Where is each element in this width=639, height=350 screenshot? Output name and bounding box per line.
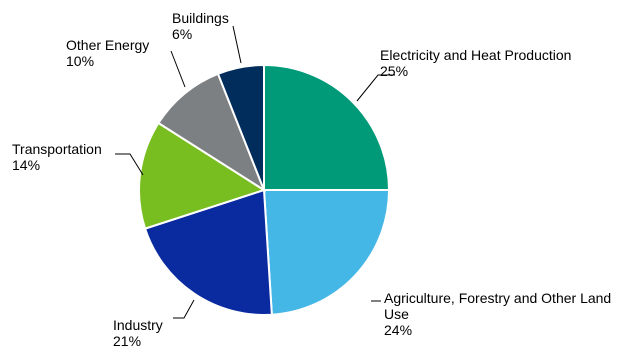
slice-category-label: Agriculture, Forestry and Other Land — [384, 290, 611, 306]
slice-category-label: Electricity and Heat Production — [380, 47, 571, 63]
slice-category-label: Use — [384, 306, 409, 322]
slice-category-label: Buildings — [172, 10, 229, 26]
pie-slice-buildings — [216, 63, 265, 191]
slice-percent-label: 6% — [172, 26, 192, 42]
slice-percent-label: 25% — [380, 63, 408, 79]
pie-slice-electricity-and-heat-production — [263, 63, 391, 191]
leader-line — [356, 74, 395, 102]
leader-line — [232, 25, 242, 64]
pie-slice-agriculture-forestry-and-other-land-use — [262, 189, 391, 316]
leader-line — [115, 153, 144, 176]
slice-percent-label: 14% — [12, 157, 40, 173]
leader-lines — [115, 25, 395, 319]
leader-line — [173, 299, 195, 319]
slice-percent-label: 24% — [384, 322, 412, 338]
pie-slice-other-energy — [157, 72, 267, 193]
slice-percent-label: 10% — [66, 53, 94, 69]
leader-line — [170, 50, 186, 88]
pie-slices — [138, 63, 391, 316]
pie-slice-transportation — [138, 121, 267, 230]
slice-category-label: Transportation — [12, 141, 102, 157]
slice-percent-label: 21% — [113, 333, 141, 349]
slice-category-label: Other Energy — [66, 37, 149, 53]
pie-slice-industry — [143, 188, 273, 316]
slice-category-label: Industry — [113, 317, 163, 333]
